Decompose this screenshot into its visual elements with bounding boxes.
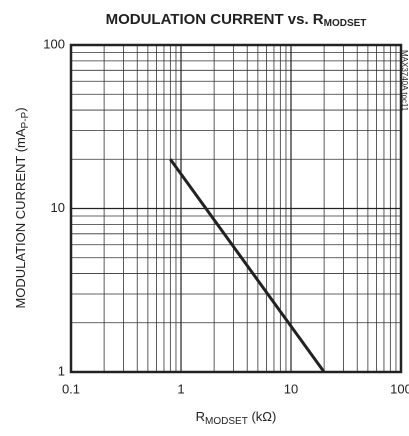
y-tick-label: 1 xyxy=(58,363,65,378)
plot-frame xyxy=(69,43,403,374)
chart-title: MODULATION CURRENT vs. RMODSET xyxy=(106,11,367,29)
x-axis-label: RMODSET (kΩ) xyxy=(196,409,277,426)
y-tick-label: 10 xyxy=(51,200,65,215)
x-tick-label: 1 xyxy=(177,381,184,396)
x-tick-label: 0.1 xyxy=(62,381,80,396)
annotation: MAX3740A toc11 xyxy=(400,50,409,112)
x-tick-label: 100 xyxy=(390,381,409,396)
y-tick-label: 100 xyxy=(43,36,65,51)
data-line xyxy=(169,158,326,373)
y-axis-label: MODULATION CURRENT (mAP-P) xyxy=(13,107,30,308)
x-tick-label: 10 xyxy=(284,381,298,396)
